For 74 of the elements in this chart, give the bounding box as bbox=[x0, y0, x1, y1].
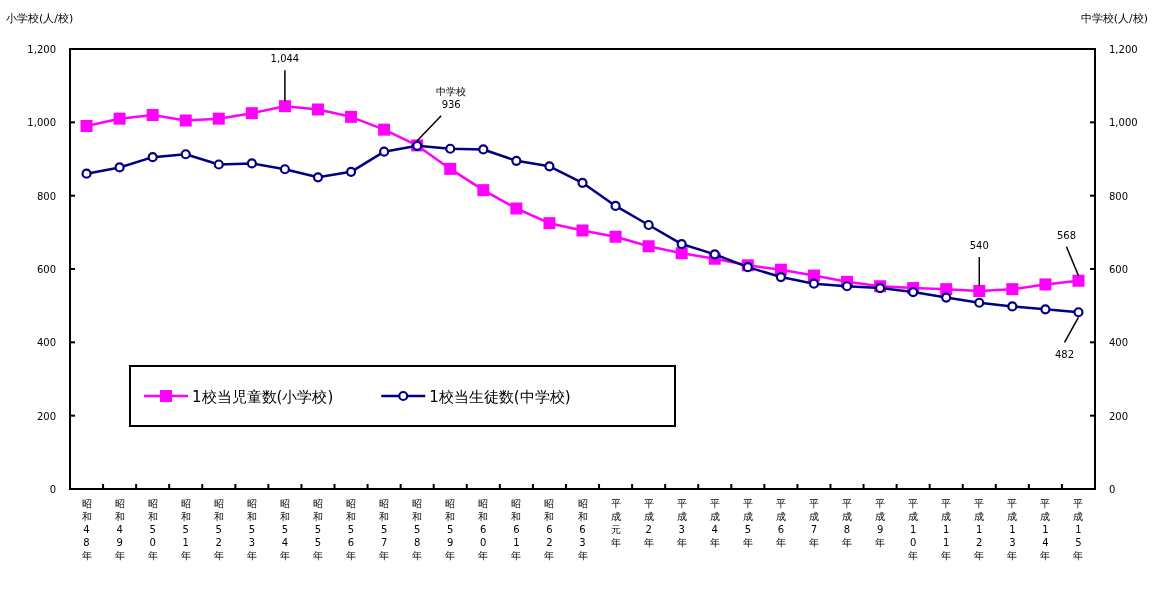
y-tick-label: 0 bbox=[49, 484, 56, 495]
point bbox=[445, 143, 456, 154]
legend-label: 1校当生徒数(中学校) bbox=[429, 388, 571, 406]
point bbox=[610, 200, 621, 212]
point bbox=[180, 149, 191, 160]
y-tick-label: 400 bbox=[36, 337, 56, 349]
point bbox=[808, 278, 820, 289]
point bbox=[278, 100, 291, 113]
y-tick-label: 1,200 bbox=[27, 44, 56, 55]
point bbox=[213, 159, 224, 170]
point bbox=[1006, 283, 1019, 296]
y-axis-title: 小学校(人/校) bbox=[6, 12, 74, 25]
point bbox=[345, 166, 357, 177]
y-tick-label: 600 bbox=[36, 264, 56, 275]
point bbox=[279, 164, 291, 175]
point bbox=[478, 144, 489, 155]
point bbox=[940, 283, 953, 296]
y2-tick-label: 1,000 bbox=[1109, 117, 1138, 129]
point bbox=[543, 217, 556, 230]
point bbox=[709, 249, 720, 260]
point bbox=[80, 120, 93, 132]
point bbox=[378, 123, 391, 136]
point bbox=[212, 112, 225, 125]
point bbox=[1072, 274, 1085, 287]
point bbox=[576, 224, 589, 237]
y-tick-label: 200 bbox=[36, 410, 56, 422]
point bbox=[1007, 301, 1018, 312]
point bbox=[379, 146, 390, 157]
point bbox=[908, 287, 919, 298]
y2-tick-label: 0 bbox=[1109, 484, 1116, 495]
point bbox=[643, 219, 654, 231]
point bbox=[511, 155, 522, 166]
point bbox=[510, 202, 523, 215]
point bbox=[1073, 307, 1084, 318]
point bbox=[544, 161, 555, 172]
point bbox=[179, 114, 192, 127]
legend-label: 1校当児童数(小学校) bbox=[192, 388, 334, 406]
point bbox=[113, 112, 126, 125]
point bbox=[245, 107, 258, 120]
point bbox=[974, 297, 985, 308]
annotation: 1,044 bbox=[270, 53, 300, 65]
annotation: 540 bbox=[969, 240, 989, 251]
point bbox=[1039, 278, 1052, 291]
point bbox=[775, 271, 786, 283]
point bbox=[676, 238, 687, 250]
y2-tick-label: 600 bbox=[1109, 264, 1129, 275]
point bbox=[973, 285, 986, 297]
point bbox=[246, 158, 257, 169]
point bbox=[312, 172, 324, 183]
point bbox=[146, 109, 159, 121]
point bbox=[114, 162, 125, 173]
y2-axis-title: 中学校(人/校) bbox=[1080, 12, 1148, 25]
y2-tick-label: 1,200 bbox=[1109, 44, 1138, 55]
point bbox=[311, 103, 324, 116]
point bbox=[577, 177, 588, 188]
point bbox=[1040, 304, 1051, 315]
point bbox=[841, 281, 853, 292]
y2-tick-label: 800 bbox=[1109, 190, 1129, 202]
point bbox=[147, 152, 158, 163]
y2-tick-label: 200 bbox=[1109, 410, 1129, 422]
annotation: 中学校 936 bbox=[436, 85, 467, 110]
y2-tick-label: 400 bbox=[1109, 337, 1129, 349]
point bbox=[345, 110, 358, 123]
point bbox=[675, 247, 688, 260]
point bbox=[444, 162, 457, 175]
point bbox=[477, 184, 490, 197]
point bbox=[642, 240, 655, 253]
annotation: 482 bbox=[1054, 349, 1074, 361]
y-tick-label: 800 bbox=[36, 190, 56, 202]
annotation: 568 bbox=[1056, 229, 1076, 241]
point bbox=[609, 230, 622, 243]
point bbox=[81, 168, 92, 179]
point bbox=[941, 292, 952, 303]
y-tick-label: 1,000 bbox=[27, 117, 56, 129]
